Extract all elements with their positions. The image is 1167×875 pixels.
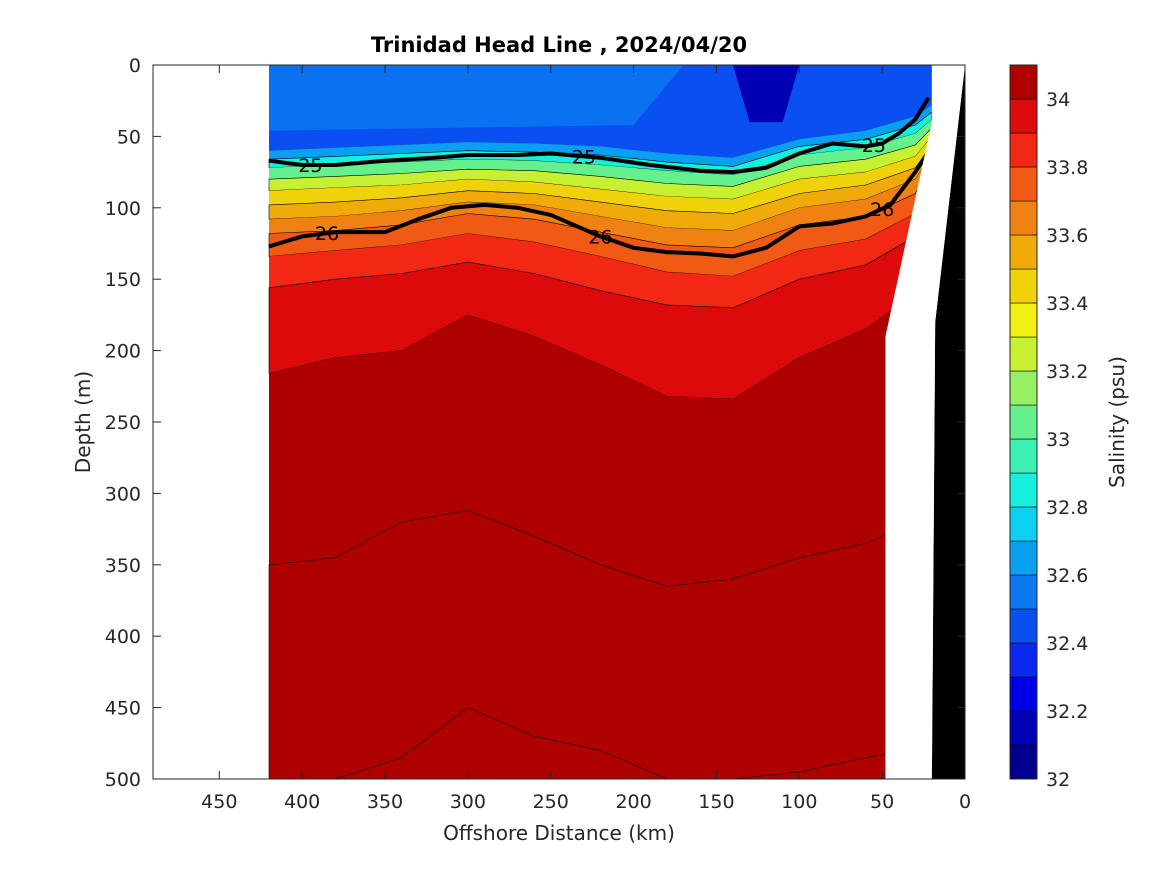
y-tick-label: 100 xyxy=(105,198,141,220)
colorbar-tick-label: 32.6 xyxy=(1046,565,1088,587)
colorbar-frame xyxy=(1009,64,1038,780)
colorbar-swatch xyxy=(1009,234,1038,270)
colorbar-swatch xyxy=(1009,710,1038,746)
salinity-contour-fill xyxy=(268,65,933,779)
colorbar-label: Salinity (psu) xyxy=(1105,356,1129,488)
y-tick-label: 150 xyxy=(105,269,141,291)
colorbar-swatch xyxy=(1009,132,1038,168)
density-contour-label: 25 xyxy=(862,135,886,157)
y-tick-label: 350 xyxy=(105,555,141,577)
y-tick-label: 250 xyxy=(105,412,141,434)
colorbar-tick-label: 34 xyxy=(1046,89,1070,111)
salinity-band-11 xyxy=(269,257,932,587)
colorbar-tick-label: 33.2 xyxy=(1046,361,1088,383)
colorbar-swatch xyxy=(1009,608,1038,644)
colorbar-swatch xyxy=(1009,574,1038,610)
colorbar-tick-label: 32 xyxy=(1046,769,1070,791)
colorbar-swatch xyxy=(1009,438,1038,474)
density-contours: 25 25 25 26 26 26 xyxy=(268,96,934,259)
density-contour-label: 25 xyxy=(298,155,322,177)
x-tick-label: 0 xyxy=(959,791,971,813)
colorbar-swatch xyxy=(1009,302,1038,338)
x-tick-label: 50 xyxy=(870,791,894,813)
chart-title: Trinidad Head Line , 2024/04/20 xyxy=(371,33,747,57)
x-tick-label: 350 xyxy=(367,791,403,813)
salinity-band-9 xyxy=(269,182,932,308)
colorbar-tick-label: 32.2 xyxy=(1046,701,1088,723)
colorbar-swatch xyxy=(1009,744,1038,780)
salinity-pocket-fresh xyxy=(733,65,800,123)
colorbar-swatch xyxy=(1009,370,1038,406)
x-tick-label: 450 xyxy=(201,791,237,813)
bathymetry-wedge xyxy=(931,65,965,779)
colorbar-tick-label: 32.8 xyxy=(1046,497,1088,519)
colorbar-swatch xyxy=(1009,64,1038,100)
colorbar-swatch xyxy=(1009,98,1038,134)
density-contour-25 xyxy=(268,96,931,175)
y-tick-label: 200 xyxy=(105,341,141,363)
colorbar-swatch xyxy=(1009,676,1038,712)
x-tick-label: 100 xyxy=(781,791,817,813)
density-contour-label: 26 xyxy=(588,226,612,248)
salinity-band-1 xyxy=(269,105,932,167)
x-tick-label: 250 xyxy=(533,791,569,813)
colorbar-swatch xyxy=(1009,268,1038,304)
x-tick-label: 200 xyxy=(615,791,651,813)
y-tick-label: 300 xyxy=(105,483,141,505)
colorbar: 32 32.2 32.4 32.6 32.8 33 33.2 33.4 33.6 33.8 34 xyxy=(1009,64,1088,791)
colorbar-swatch xyxy=(1009,472,1038,508)
y-tick-label: 450 xyxy=(105,698,141,720)
colorbar-swatch xyxy=(1009,200,1038,236)
x-tick-label: 300 xyxy=(450,791,486,813)
x-tick-label: 400 xyxy=(284,791,320,813)
colorbar-swatch xyxy=(1009,642,1038,678)
colorbar-swatch xyxy=(1009,506,1038,542)
y-tick-label: 500 xyxy=(105,769,141,791)
bathymetry xyxy=(885,65,965,779)
x-axis: 450 400 350 300 250 200 150 100 50 0 xyxy=(201,65,971,813)
density-contour-26 xyxy=(268,145,934,259)
y-axis: 0 50 100 150 200 250 300 350 400 450 500 xyxy=(105,55,965,791)
density-contour-label: 26 xyxy=(315,223,339,245)
density-contour-label: 26 xyxy=(870,199,894,221)
colorbar-swatch xyxy=(1009,404,1038,440)
y-tick-label: 50 xyxy=(117,126,141,148)
y-tick-label: 400 xyxy=(105,626,141,648)
colorbar-swatch xyxy=(1009,336,1038,372)
colorbar-swatch xyxy=(1009,540,1038,576)
colorbar-swatch xyxy=(1009,166,1038,202)
x-axis-label: Offshore Distance (km) xyxy=(443,821,675,845)
density-contour-label: 25 xyxy=(572,146,596,168)
y-tick-label: 0 xyxy=(129,55,141,77)
colorbar-tick-label: 33.6 xyxy=(1046,225,1088,247)
salinity-pocket-mid xyxy=(269,65,684,131)
colorbar-tick-label: 32.4 xyxy=(1046,633,1088,655)
x-tick-label: 150 xyxy=(698,791,734,813)
colorbar-tick-label: 33.4 xyxy=(1046,293,1088,315)
salinity-band-7 xyxy=(269,153,932,248)
colorbar-tick-label: 33 xyxy=(1046,429,1070,451)
colorbar-tick-label: 33.8 xyxy=(1046,157,1088,179)
y-axis-label: Depth (m) xyxy=(71,371,95,473)
no-data-gap xyxy=(885,65,965,779)
